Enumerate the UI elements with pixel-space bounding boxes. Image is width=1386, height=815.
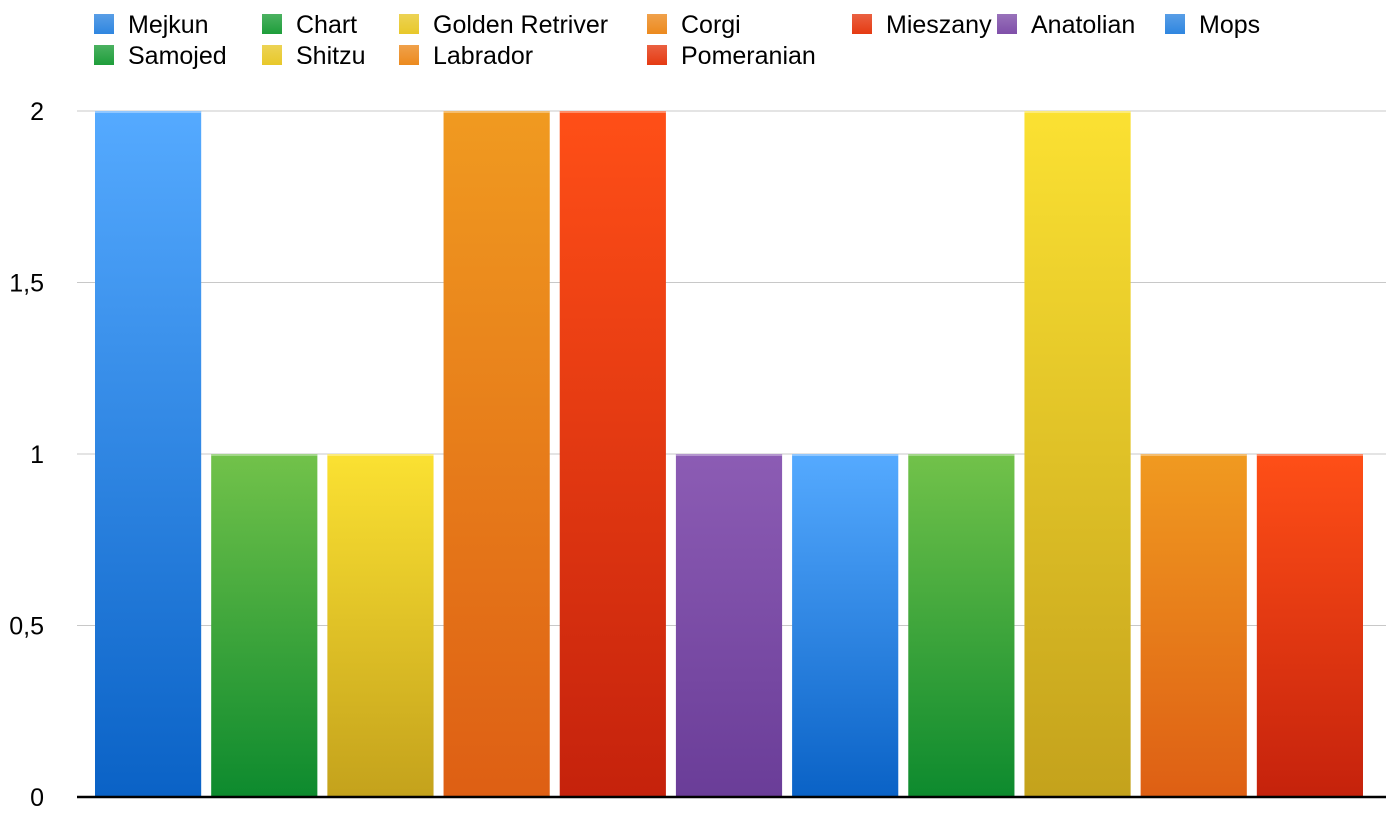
legend-item: Labrador [399, 42, 533, 70]
legend-label: Mejkun [128, 11, 209, 39]
legend-label: Labrador [433, 42, 533, 70]
legend-swatch [852, 14, 872, 34]
bar-highlight [1140, 454, 1247, 456]
bar-pomeranian [908, 454, 1015, 797]
legend-item: Samojed [94, 42, 227, 70]
bar-mops [1256, 454, 1363, 797]
legend-label: Samojed [128, 42, 227, 70]
legend-label: Mops [1199, 11, 1260, 39]
legend-swatch [262, 45, 282, 65]
bar-highlight [327, 454, 434, 456]
legend-swatch [94, 45, 114, 65]
bar-corgi [792, 454, 899, 797]
bar-highlight [1024, 111, 1131, 113]
bar-highlight [95, 111, 202, 113]
bar-highlight [211, 454, 318, 456]
y-tick-label: 0 [30, 784, 44, 810]
legend: Mejkun Chart Golden Retriver Corgi Mieszany A… [94, 11, 1260, 70]
legend-swatch [1165, 14, 1185, 34]
bar-highlight [1256, 454, 1363, 456]
legend-swatch [647, 14, 667, 34]
bar-highlight [908, 454, 1015, 456]
y-tick-label: 1 [30, 441, 44, 469]
legend-item: Pomeranian [647, 42, 816, 70]
bar-labrador [675, 454, 783, 797]
legend-swatch [997, 14, 1017, 34]
legend-swatch [399, 45, 419, 65]
bar-anatolian [1140, 454, 1247, 797]
legend-label: Pomeranian [681, 42, 816, 70]
legend-item: Anatolian [997, 11, 1135, 39]
legend-item: Mejkun [94, 11, 209, 39]
legend-label: Mieszany [886, 11, 992, 39]
legend-item: Shitzu [262, 42, 365, 70]
bars [95, 111, 1363, 797]
legend-swatch [262, 14, 282, 34]
bar-golden-retriver [559, 111, 666, 797]
bar-mieszany [1024, 111, 1131, 797]
legend-label: Shitzu [296, 42, 365, 70]
bar-highlight [443, 111, 550, 113]
bar-highlight [675, 454, 783, 456]
legend-item: Chart [262, 11, 357, 39]
legend-label: Golden Retriver [433, 11, 608, 39]
legend-item: Corgi [647, 11, 741, 39]
y-tick-label: 0,5 [9, 613, 44, 641]
bar-mejkun [95, 111, 202, 797]
legend-label: Chart [296, 11, 357, 39]
legend-item: Mieszany [852, 11, 992, 39]
legend-item: Mops [1165, 11, 1260, 39]
bar-chart [327, 454, 434, 797]
bar-highlight [559, 111, 666, 113]
y-axis: 0 0,5 1 1,5 2 [9, 98, 1386, 812]
legend-swatch [647, 45, 667, 65]
legend-swatch [94, 14, 114, 34]
bar-highlight [792, 454, 899, 456]
y-tick-label: 1,5 [9, 270, 44, 298]
legend-item: Golden Retriver [399, 11, 608, 39]
legend-label: Anatolian [1031, 11, 1135, 39]
bar-samojed [211, 454, 318, 797]
legend-label: Corgi [681, 11, 741, 39]
legend-swatch [399, 14, 419, 34]
bar-shitzu [443, 111, 550, 797]
y-tick-label: 2 [30, 98, 44, 126]
